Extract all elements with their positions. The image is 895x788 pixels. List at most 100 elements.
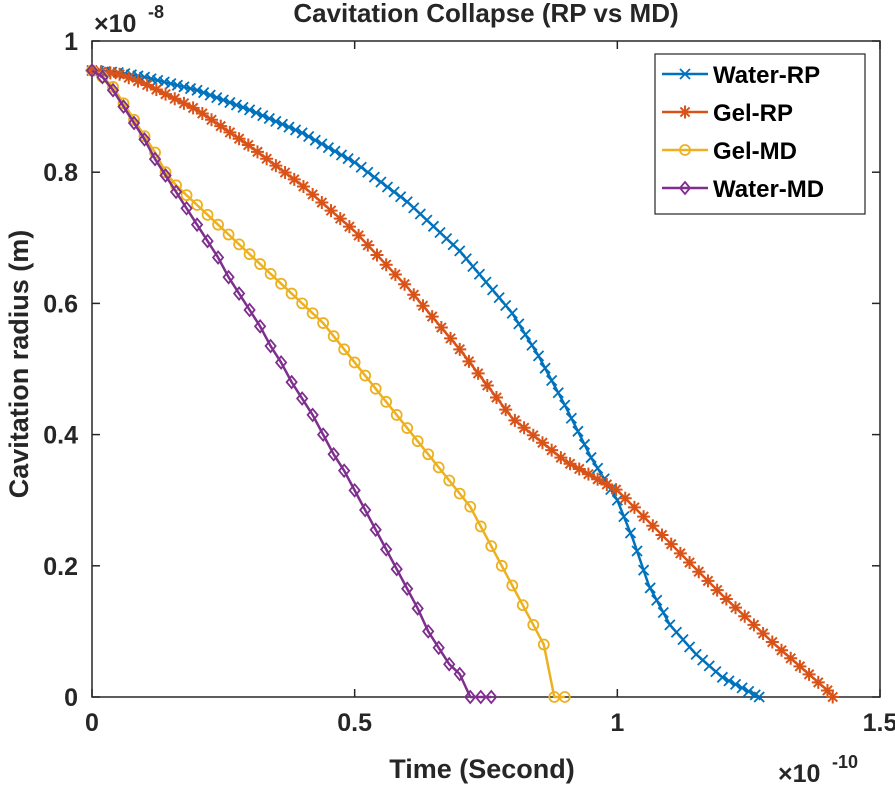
data-point-gel-md — [495, 559, 508, 572]
data-point-water-rp — [152, 74, 164, 86]
data-point-water-md — [190, 217, 204, 233]
data-point-gel-rp — [535, 436, 549, 450]
data-point-water-rp — [591, 462, 604, 474]
data-point-gel-rp — [591, 472, 605, 486]
data-point-gel-md — [306, 307, 319, 320]
y-tick-label: 0.6 — [43, 290, 78, 318]
data-point-gel-rp — [103, 66, 117, 80]
data-point-water-md — [211, 250, 225, 265]
data-point-water-md — [390, 561, 403, 577]
data-point-gel-rp — [719, 592, 733, 606]
data-point-gel-md — [201, 208, 214, 221]
data-point-gel-rp — [729, 601, 743, 615]
data-point-gel-md — [485, 540, 498, 553]
data-point-gel-md — [432, 461, 445, 474]
data-point-gel-rp — [572, 462, 586, 476]
data-point-gel-rp — [177, 96, 191, 110]
data-point-water-md — [285, 374, 298, 390]
data-point-gel-rp — [287, 172, 301, 186]
data-point-water-md — [422, 623, 435, 639]
data-point-water-rp — [342, 153, 354, 165]
data-point-water-rp — [165, 78, 177, 90]
legend-label-gel-rp: Gel-RP — [713, 100, 793, 127]
legend-label-water-rp: Water-RP — [713, 62, 820, 89]
data-point-gel-rp — [223, 125, 237, 139]
data-point-gel-rp — [425, 310, 439, 324]
data-point-water-rp — [322, 141, 335, 154]
data-point-gel-md — [411, 435, 424, 448]
data-point-water-md — [243, 302, 256, 318]
data-point-gel-rp — [149, 83, 163, 97]
data-point-water-rp — [546, 374, 558, 387]
data-point-gel-md — [453, 487, 466, 500]
data-point-water-md — [127, 115, 141, 131]
data-point-gel-rp — [637, 510, 651, 524]
data-point-gel-rp — [306, 188, 320, 202]
data-point-gel-md — [516, 599, 529, 612]
data-point-water-md — [474, 689, 487, 705]
data-point-gel-md — [401, 422, 414, 434]
data-point-gel-rp — [131, 74, 145, 88]
data-point-gel-rp — [627, 500, 641, 514]
data-point-water-rp — [375, 176, 387, 188]
data-point-gel-rp — [664, 537, 678, 551]
data-point-water-rp — [526, 339, 538, 351]
data-point-gel-rp — [765, 635, 779, 649]
series-line-gel-md — [91, 69, 565, 699]
data-point-water-rp — [657, 606, 669, 619]
data-point-gel-rp — [554, 451, 568, 465]
legend-marker-gel-rp — [678, 105, 692, 119]
data-point-gel-rp — [692, 565, 706, 579]
data-point-water-rp — [743, 685, 755, 698]
data-point-water-rp — [289, 124, 302, 136]
data-point-gel-rp — [398, 277, 412, 291]
data-point-water-rp — [611, 494, 623, 506]
data-point-gel-rp — [370, 248, 384, 262]
data-point-gel-rp — [296, 179, 310, 193]
data-point-gel-md — [191, 199, 203, 211]
data-point-gel-rp — [480, 378, 494, 392]
data-point-gel-rp — [499, 403, 513, 417]
legend-marker-gel-md — [679, 144, 691, 156]
data-point-water-rp — [729, 678, 742, 690]
legend-marker-water-rp — [679, 68, 691, 80]
data-point-water-rp — [519, 328, 532, 341]
data-point-water-rp — [362, 166, 374, 178]
data-point-water-rp — [644, 582, 656, 594]
data-point-gel-md — [317, 317, 330, 329]
data-point-gel-rp — [186, 101, 200, 115]
data-point-gel-rp — [195, 106, 209, 120]
data-point-gel-md — [243, 248, 256, 261]
data-point-water-md — [274, 355, 288, 370]
data-point-water-rp — [283, 121, 295, 133]
data-point-gel-rp — [168, 92, 182, 106]
data-point-water-md — [327, 446, 340, 462]
data-point-gel-rp — [756, 626, 770, 640]
data-point-gel-rp — [250, 145, 264, 159]
data-point-gel-rp — [609, 483, 623, 497]
data-point-gel-rp — [379, 258, 393, 272]
data-point-water-rp — [355, 161, 367, 173]
data-point-water-rp — [552, 387, 564, 399]
data-point-gel-rp — [793, 659, 807, 673]
data-point-water-md — [138, 131, 151, 147]
data-point-water-md — [148, 151, 162, 167]
data-point-water-rp — [316, 138, 328, 150]
data-point-gel-rp — [811, 675, 825, 689]
data-point-water-md — [359, 502, 372, 518]
data-point-water-rp — [329, 145, 341, 157]
data-point-water-rp — [197, 87, 210, 99]
data-point-gel-md — [264, 267, 277, 280]
data-point-water-md — [337, 463, 351, 479]
data-point-water-rp — [572, 425, 584, 437]
data-point-gel-rp — [260, 152, 274, 166]
data-point-gel-rp — [324, 204, 338, 218]
data-point-gel-rp — [315, 196, 329, 210]
data-point-gel-md — [558, 691, 571, 703]
data-point-gel-rp — [444, 331, 458, 345]
y-tick-label: 0.4 — [43, 422, 78, 450]
y-exponent-base: ×10 — [94, 10, 136, 38]
data-point-water-md — [401, 581, 414, 597]
data-point-water-rp — [171, 79, 184, 91]
